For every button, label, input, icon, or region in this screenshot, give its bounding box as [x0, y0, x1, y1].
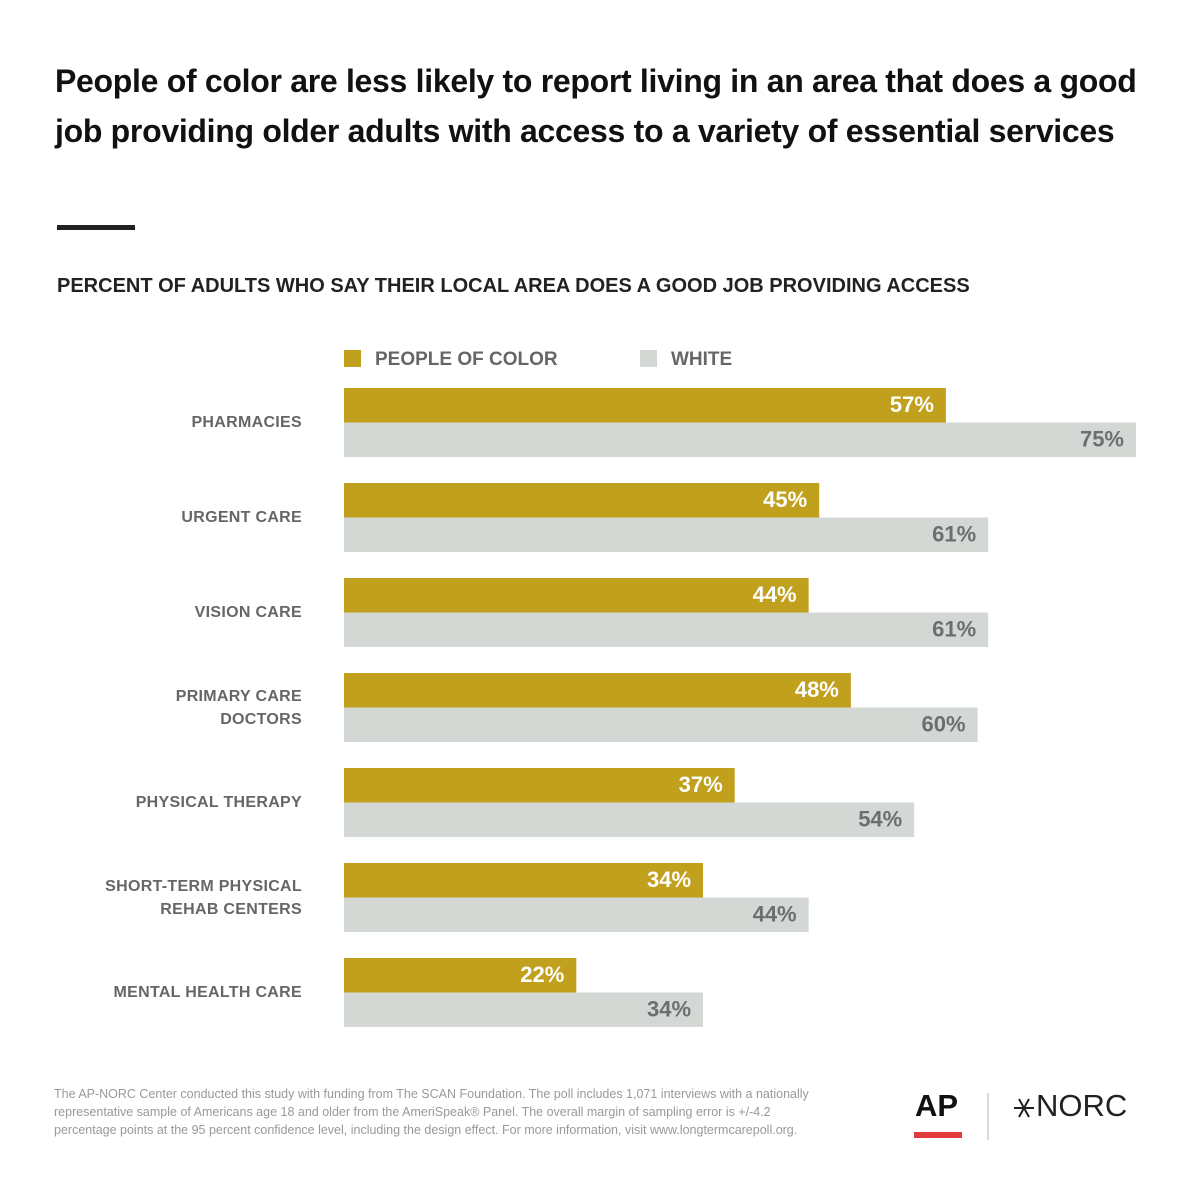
- bar: [344, 388, 946, 423]
- value-label: 54%: [858, 807, 902, 832]
- value-label: 61%: [932, 522, 976, 547]
- norc-star: [1014, 1098, 1034, 1118]
- norc-logo: NORC: [1036, 1088, 1127, 1123]
- value-label: 22%: [520, 962, 564, 987]
- category-label: URGENT CARE: [181, 509, 302, 526]
- category-label: MENTAL HEALTH CARE: [113, 984, 302, 1001]
- bar: [344, 802, 915, 837]
- bar: [344, 578, 809, 613]
- bar: [344, 517, 989, 552]
- bar: [344, 863, 704, 898]
- legend-label: PEOPLE OF COLOR: [375, 349, 558, 370]
- value-label: 37%: [679, 772, 723, 797]
- chart-subtitle: PERCENT OF ADULTS WHO SAY THEIR LOCAL AR…: [57, 275, 970, 297]
- legend-swatch: [344, 350, 361, 367]
- bar: [344, 673, 851, 708]
- value-label: 61%: [932, 617, 976, 642]
- value-label: 44%: [753, 582, 797, 607]
- value-label: 57%: [890, 392, 934, 417]
- bar: [344, 992, 704, 1027]
- bar: [344, 422, 1136, 457]
- value-label: 44%: [753, 902, 797, 927]
- value-label: 60%: [922, 712, 966, 737]
- category-label: PHYSICAL THERAPY: [135, 794, 302, 811]
- title-rule: [57, 225, 135, 230]
- value-label: 48%: [795, 677, 839, 702]
- value-label: 45%: [763, 487, 807, 512]
- category-label: SHORT-TERM PHYSICAL REHAB CENTERS: [105, 877, 302, 918]
- ap-logo: AP: [915, 1088, 958, 1123]
- bar: [344, 958, 577, 993]
- bar: [344, 897, 809, 932]
- chart-title: People of color are less likely to repor…: [55, 63, 1137, 149]
- footnote: The AP-NORC Center conducted this study …: [54, 1087, 809, 1137]
- category-label: VISION CARE: [194, 604, 302, 621]
- bar: [344, 768, 735, 803]
- category-label: PRIMARY CARE DOCTORS: [175, 687, 302, 728]
- legend-label: WHITE: [671, 349, 732, 370]
- value-label: 75%: [1080, 427, 1124, 452]
- value-label: 34%: [647, 997, 691, 1022]
- bar: [344, 612, 989, 647]
- legend-swatch: [640, 350, 657, 367]
- value-label: 34%: [647, 867, 691, 892]
- category-label: PHARMACIES: [191, 414, 302, 431]
- bar: [344, 483, 820, 518]
- ap-logo-underline: [914, 1132, 962, 1138]
- bar: [344, 707, 978, 742]
